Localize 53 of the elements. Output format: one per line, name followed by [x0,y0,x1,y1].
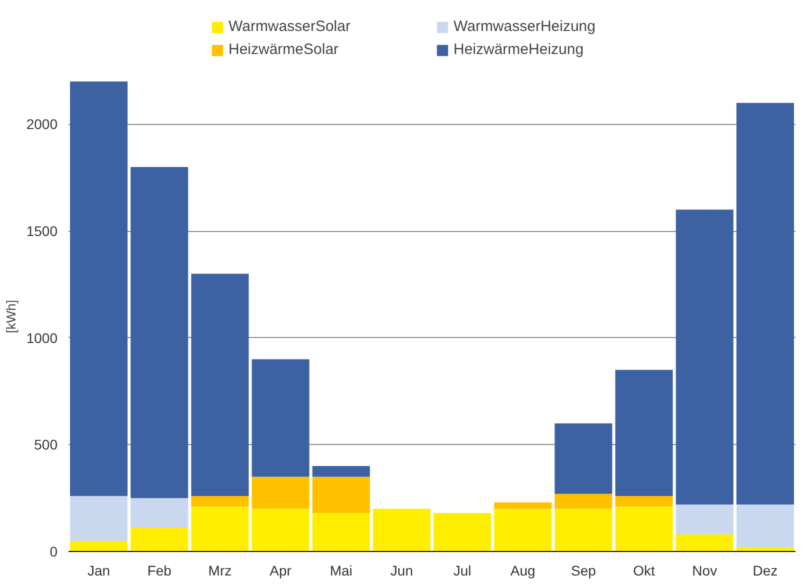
bar [312,476,370,514]
bar [312,466,370,477]
bar [554,423,612,494]
x-tick-label: Aug [510,562,536,578]
bar [554,494,612,509]
bar [312,513,370,552]
bar [191,274,249,496]
bar [676,210,734,504]
bar [736,547,794,552]
bar [130,498,188,528]
bar [70,540,128,552]
bar [736,504,794,548]
bar [494,502,552,509]
bar [615,496,673,507]
bar [252,476,310,509]
x-tick-label: Mrz [208,562,232,578]
bar [191,506,249,552]
bar [252,508,310,552]
bar [130,528,188,552]
bar [434,513,492,552]
legend-label: HeizwärmeSolar [228,41,340,58]
x-tick-label: Jan [88,562,110,578]
legend-label: WarmwasserSolar [228,18,352,35]
bar [372,508,430,552]
bar [676,534,734,552]
y-tick-label: 1000 [26,330,58,346]
x-tick-label: Mai [330,562,352,578]
bar [70,82,128,496]
x-tick-label: Okt [633,562,656,578]
x-tick-label: Sep [571,562,596,578]
x-tick-label: Nov [692,562,718,578]
bar [615,370,673,496]
x-tick-label: Feb [147,562,172,578]
legend-label: HeizwärmeHeizung [454,41,585,58]
bar [554,508,612,552]
legend-label: WarmwasserHeizung [454,18,596,35]
bar [615,506,673,552]
bar [676,504,734,534]
y-tick-label: 500 [34,436,58,453]
bar [70,496,128,541]
bar [130,166,188,498]
bar [252,359,310,477]
x-tick-label: Apr [270,562,292,578]
y-tick-label: 0 [50,544,58,560]
bar [191,496,249,507]
x-tick-label: Dez [752,562,778,578]
bar [494,508,552,552]
y-tick-label: 2000 [26,116,58,132]
y-axis-title: [kWh] [3,300,18,334]
y-tick-label: 1500 [26,223,58,240]
x-tick-label: Jul [453,562,472,578]
x-tick-label: Jun [390,562,413,578]
bar [736,102,794,504]
